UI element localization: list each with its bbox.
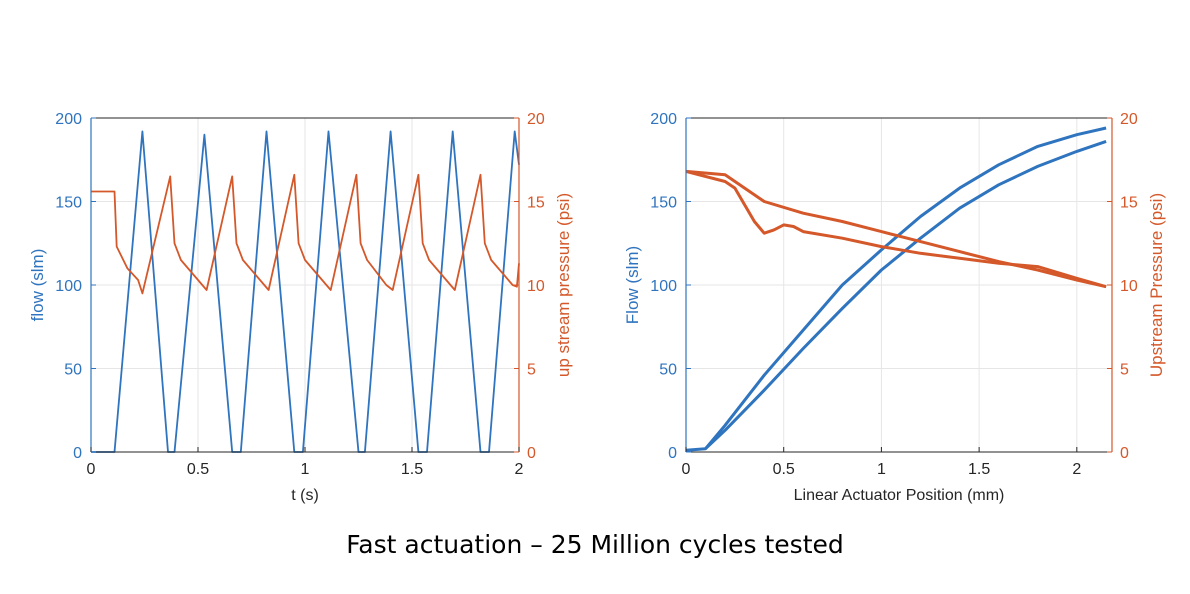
y-tick-label-left: 150 bbox=[55, 195, 82, 212]
x-tick-label: 1 bbox=[877, 461, 886, 478]
y-axis-label-right: up stream pressure (psi) bbox=[554, 193, 573, 377]
x-tick-label: 0.5 bbox=[187, 461, 209, 478]
x-axis-label: t (s) bbox=[291, 487, 319, 504]
x-tick-label: 0 bbox=[682, 461, 691, 478]
y-tick-label-right: 10 bbox=[527, 278, 545, 295]
pressure-series-line bbox=[91, 173, 520, 295]
x-tick-label: 1.5 bbox=[968, 461, 990, 478]
y-tick-label-right: 0 bbox=[527, 445, 536, 462]
x-axis-label: Linear Actuator Position (mm) bbox=[794, 487, 1005, 504]
y-axis-label-left: flow (slm) bbox=[28, 249, 47, 322]
flow-series-line bbox=[685, 126, 1107, 452]
x-tick-label: 0.5 bbox=[773, 461, 795, 478]
x-tick-label: 1.5 bbox=[401, 461, 423, 478]
flow-series-line bbox=[704, 139, 1107, 450]
x-tick-label: 1 bbox=[301, 461, 310, 478]
y-tick-label-left: 50 bbox=[64, 362, 82, 379]
y-tick-label-left: 50 bbox=[659, 362, 677, 379]
y-tick-label-right: 15 bbox=[527, 195, 545, 212]
y-tick-label-left: 100 bbox=[650, 278, 677, 295]
y-tick-label-right: 20 bbox=[1120, 111, 1138, 128]
y-tick-label-left: 200 bbox=[650, 111, 677, 128]
y-tick-label-right: 20 bbox=[527, 111, 545, 128]
figure-caption: Fast actuation – 25 Million cycles teste… bbox=[346, 530, 844, 559]
y-tick-label-right: 5 bbox=[1120, 362, 1129, 379]
y-tick-label-left: 100 bbox=[55, 278, 82, 295]
pressure-series-line bbox=[685, 169, 1107, 289]
pressure-series-line bbox=[685, 169, 1107, 289]
y-tick-label-right: 10 bbox=[1120, 278, 1138, 295]
y-tick-label-left: 0 bbox=[668, 445, 677, 462]
y-tick-label-left: 0 bbox=[73, 445, 82, 462]
y-axis-label-left: Flow (slm) bbox=[623, 246, 642, 324]
x-tick-label: 0 bbox=[87, 461, 96, 478]
y-tick-label-left: 200 bbox=[55, 111, 82, 128]
y-tick-label-right: 5 bbox=[527, 362, 536, 379]
x-tick-label: 2 bbox=[1072, 461, 1081, 478]
y-tick-label-left: 150 bbox=[650, 195, 677, 212]
y-tick-label-right: 15 bbox=[1120, 195, 1138, 212]
x-tick-label: 2 bbox=[515, 461, 524, 478]
y-tick-label-right: 0 bbox=[1120, 445, 1129, 462]
y-axis-label-right: Upstream Pressure (psi) bbox=[1147, 193, 1166, 377]
